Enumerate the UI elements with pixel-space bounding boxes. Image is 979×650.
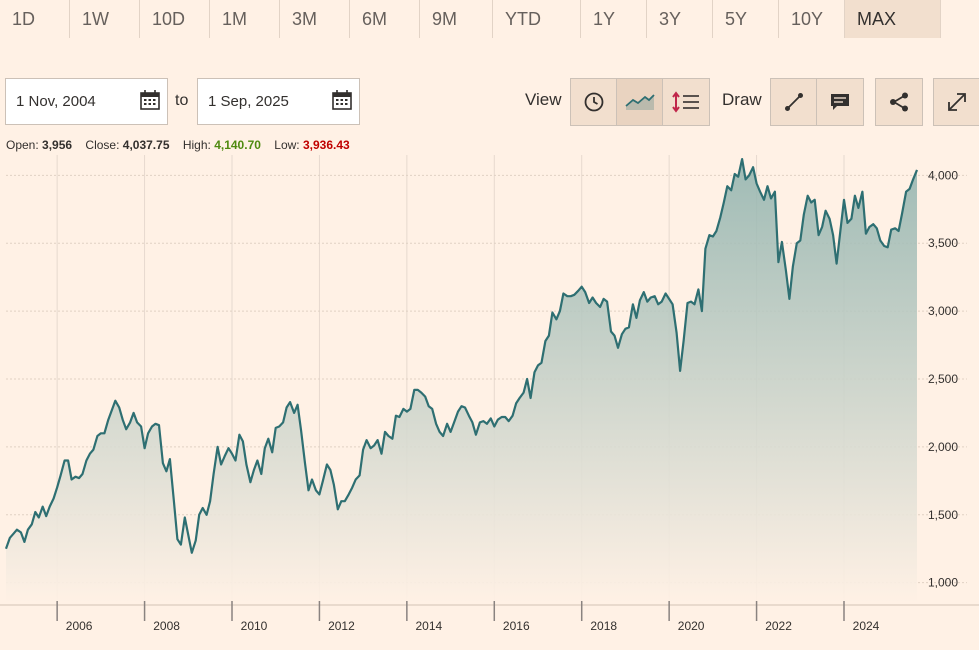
clock-icon (584, 92, 603, 112)
close-label: Close: (85, 138, 120, 152)
x-tick-label: 2014 (416, 619, 443, 633)
range-tab-3y[interactable]: 3Y (647, 0, 713, 38)
share-group (875, 78, 923, 126)
draw-toolbar (770, 78, 864, 126)
range-tab-3m[interactable]: 3M (280, 0, 350, 38)
open-label: Open: (6, 138, 39, 152)
calendar-icon[interactable] (331, 89, 353, 111)
comment-icon (831, 94, 849, 110)
x-tick-label: 2020 (678, 619, 705, 633)
from-date-input[interactable]: 1 Nov, 2004 (5, 78, 168, 125)
comparison-button[interactable] (663, 79, 709, 125)
x-tick-label: 2024 (853, 619, 880, 633)
to-date-input[interactable]: 1 Sep, 2025 (197, 78, 360, 125)
high-label: High: (182, 138, 211, 152)
x-tick-label: 2008 (153, 619, 180, 633)
ohlc-stats: Open: 3,956 Close: 4,037.75 High: 4,140.… (6, 138, 350, 152)
draw-line-button[interactable] (771, 79, 817, 125)
x-tick-label: 2016 (503, 619, 530, 633)
y-tick-label: 1,000 (928, 576, 958, 590)
annotate-button[interactable] (817, 79, 863, 125)
range-tab-5y[interactable]: 5Y (713, 0, 779, 38)
y-tick-label: 2,000 (928, 440, 958, 454)
open-value: 3,956 (42, 138, 73, 152)
y-tick-label: 1,500 (928, 508, 958, 522)
view-label: View (525, 90, 562, 109)
low-value: 3,936.43 (302, 138, 350, 152)
range-tab-ytd[interactable]: YTD (493, 0, 581, 38)
y-tick-label: 4,000 (928, 168, 958, 182)
line-chart-icon (624, 94, 655, 110)
x-tick-label: 2018 (590, 619, 617, 633)
to-label: to (175, 92, 189, 109)
line-draw-icon (784, 93, 803, 111)
share-icon (890, 92, 908, 112)
expand-icon (948, 93, 966, 111)
y-tick-label: 2,500 (928, 372, 958, 386)
ruler-list-icon (672, 91, 699, 113)
range-tab-1w[interactable]: 1W (70, 0, 140, 38)
draw-label: Draw (722, 90, 762, 109)
low-label: Low: (274, 138, 300, 152)
price-area (6, 159, 917, 603)
x-tick-label: 2006 (66, 619, 93, 633)
range-tab-10y[interactable]: 10Y (779, 0, 845, 38)
range-tab-max[interactable]: MAX (845, 0, 941, 38)
line-chart-button[interactable] (617, 79, 663, 125)
expand-button[interactable] (934, 79, 979, 125)
to-date-value: 1 Sep, 2025 (208, 93, 289, 110)
range-tab-6m[interactable]: 6M (350, 0, 420, 38)
range-tab-10d[interactable]: 10D (140, 0, 210, 38)
y-tick-label: 3,500 (928, 236, 958, 250)
x-tick-label: 2022 (765, 619, 792, 633)
share-button[interactable] (876, 79, 922, 125)
expand-group (933, 78, 979, 126)
range-tab-bar: 1D 1W 10D 1M 3M 6M 9M YTD 1Y 3Y 5Y 10Y MAX (0, 0, 979, 38)
from-date-value: 1 Nov, 2004 (16, 93, 96, 110)
calendar-icon[interactable] (139, 89, 161, 111)
y-tick-label: 3,000 (928, 304, 958, 318)
range-tab-1d[interactable]: 1D (0, 0, 70, 38)
x-tick-label: 2012 (328, 619, 355, 633)
price-chart[interactable]: 1,000 1,500 2,000 2,500 3,000 3,500 4,000 2006 2… (0, 150, 979, 650)
range-tab-1m[interactable]: 1M (210, 0, 280, 38)
close-value: 4,037.75 (122, 138, 170, 152)
view-toolbar (570, 78, 710, 126)
price-line (4, 158, 919, 554)
x-tick-label: 2010 (241, 619, 268, 633)
high-value: 4,140.70 (214, 138, 261, 152)
clock-button[interactable] (571, 79, 617, 125)
range-tab-9m[interactable]: 9M (420, 0, 493, 38)
range-tab-1y[interactable]: 1Y (581, 0, 647, 38)
